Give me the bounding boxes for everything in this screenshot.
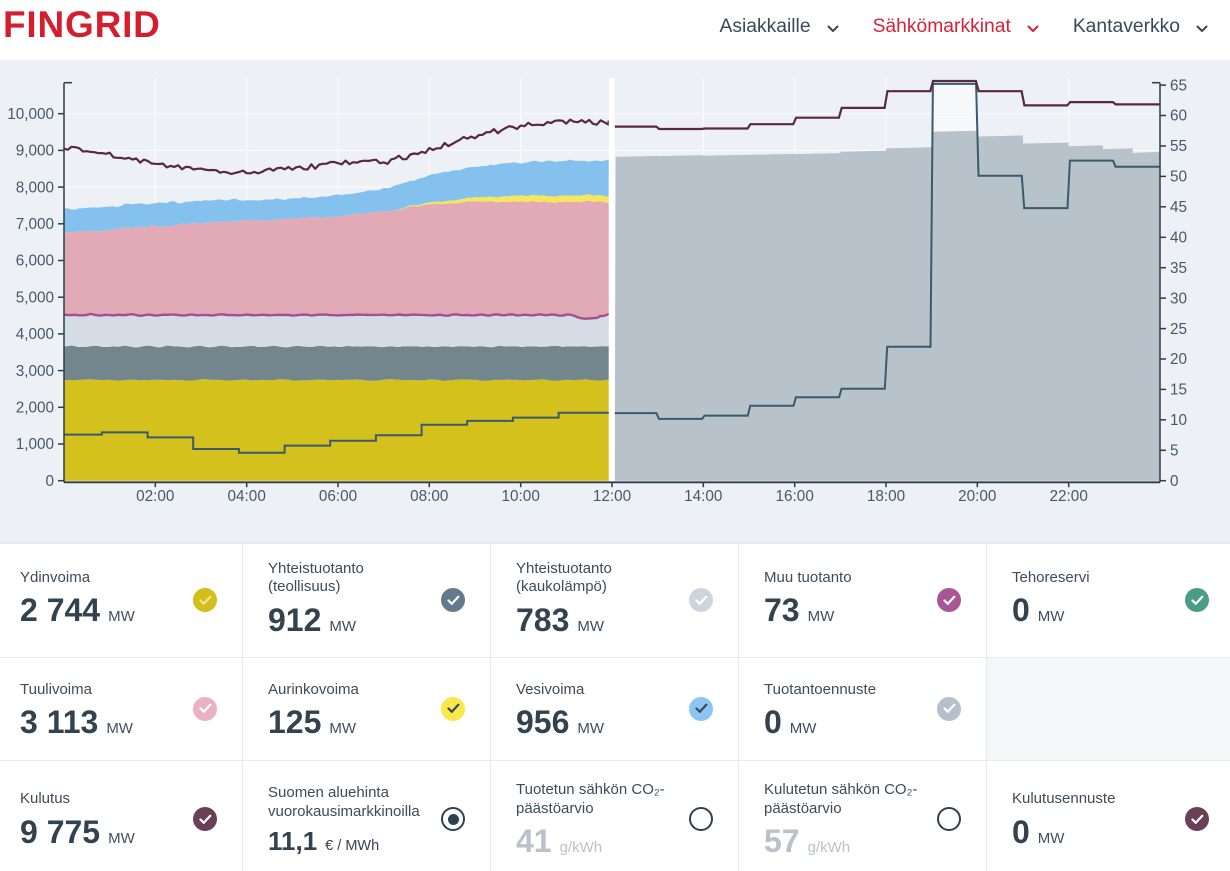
svg-text:12:00: 12:00 xyxy=(593,488,631,505)
svg-text:35: 35 xyxy=(1170,260,1187,277)
svg-text:5: 5 xyxy=(1170,443,1179,460)
svg-text:0: 0 xyxy=(1170,473,1179,490)
svg-text:10:00: 10:00 xyxy=(502,488,540,505)
svg-text:08:00: 08:00 xyxy=(410,488,448,505)
svg-text:0: 0 xyxy=(45,473,54,490)
svg-text:60: 60 xyxy=(1170,108,1187,125)
svg-text:22:00: 22:00 xyxy=(1050,488,1088,505)
svg-text:25: 25 xyxy=(1170,321,1187,338)
svg-text:40: 40 xyxy=(1170,230,1187,247)
svg-text:14:00: 14:00 xyxy=(684,488,722,505)
svg-text:1,000: 1,000 xyxy=(16,436,54,453)
svg-text:3,000: 3,000 xyxy=(16,363,54,380)
svg-text:7,000: 7,000 xyxy=(16,216,54,233)
svg-text:4,000: 4,000 xyxy=(16,326,54,343)
svg-text:50: 50 xyxy=(1170,169,1187,186)
svg-text:2,000: 2,000 xyxy=(16,400,54,417)
svg-text:20:00: 20:00 xyxy=(958,488,996,505)
svg-text:18:00: 18:00 xyxy=(867,488,905,505)
svg-text:16:00: 16:00 xyxy=(776,488,814,505)
svg-text:8,000: 8,000 xyxy=(16,179,54,196)
svg-text:10: 10 xyxy=(1170,412,1187,429)
svg-text:15: 15 xyxy=(1170,382,1187,399)
svg-text:02:00: 02:00 xyxy=(136,488,174,505)
svg-text:10,000: 10,000 xyxy=(7,106,54,123)
svg-text:30: 30 xyxy=(1170,290,1187,307)
svg-text:6,000: 6,000 xyxy=(16,253,54,270)
svg-text:55: 55 xyxy=(1170,138,1187,155)
svg-text:65: 65 xyxy=(1170,77,1187,94)
svg-text:9,000: 9,000 xyxy=(16,143,54,160)
svg-text:06:00: 06:00 xyxy=(319,488,357,505)
svg-text:45: 45 xyxy=(1170,199,1187,216)
svg-text:04:00: 04:00 xyxy=(228,488,266,505)
svg-text:20: 20 xyxy=(1170,351,1187,368)
svg-text:5,000: 5,000 xyxy=(16,289,54,306)
